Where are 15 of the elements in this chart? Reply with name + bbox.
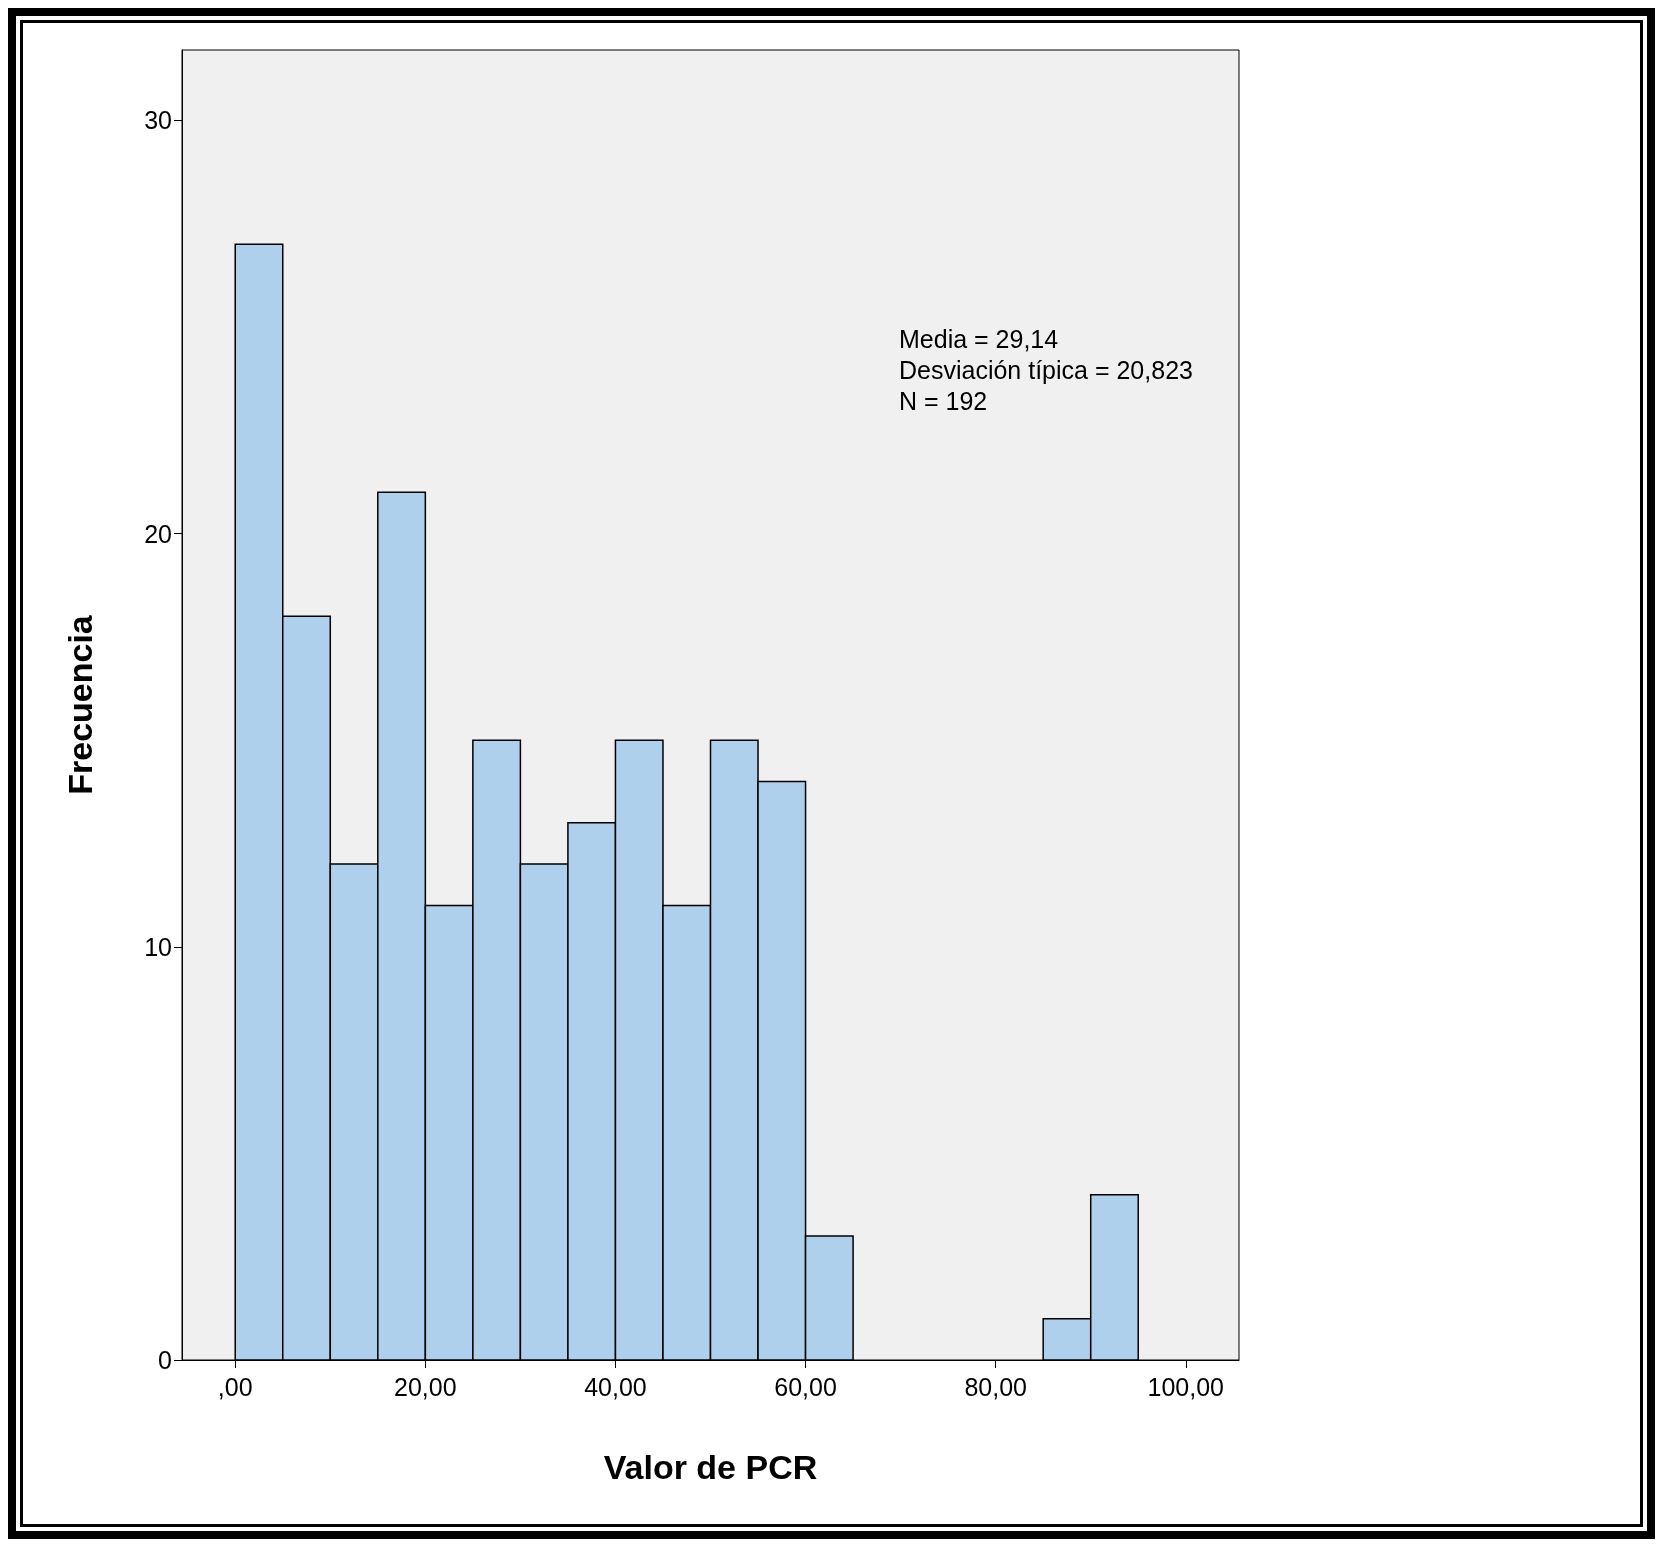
annotation: Media = 29,14 (899, 324, 1059, 353)
x-tick-label: 80,00 (964, 1372, 1027, 1401)
x-tick-label: 20,00 (394, 1372, 457, 1401)
annotation: N = 192 (899, 386, 988, 415)
x-tick-label: ,00 (217, 1372, 253, 1401)
annotation: Desviación típica = 20,823 (899, 355, 1193, 384)
y-tick-label: 20 (144, 519, 172, 548)
y-tick-label: 10 (144, 932, 172, 961)
y-axis-title: Frecuencia (61, 614, 99, 795)
y-tick-label: 30 (144, 106, 172, 135)
x-axis-title: Valor de PCR (603, 1448, 818, 1486)
x-tick-label: 40,00 (584, 1372, 647, 1401)
x-tick-label: 60,00 (774, 1372, 837, 1401)
y-tick-label: 0 (158, 1346, 172, 1374)
x-tick-label: 100,00 (1147, 1372, 1224, 1401)
